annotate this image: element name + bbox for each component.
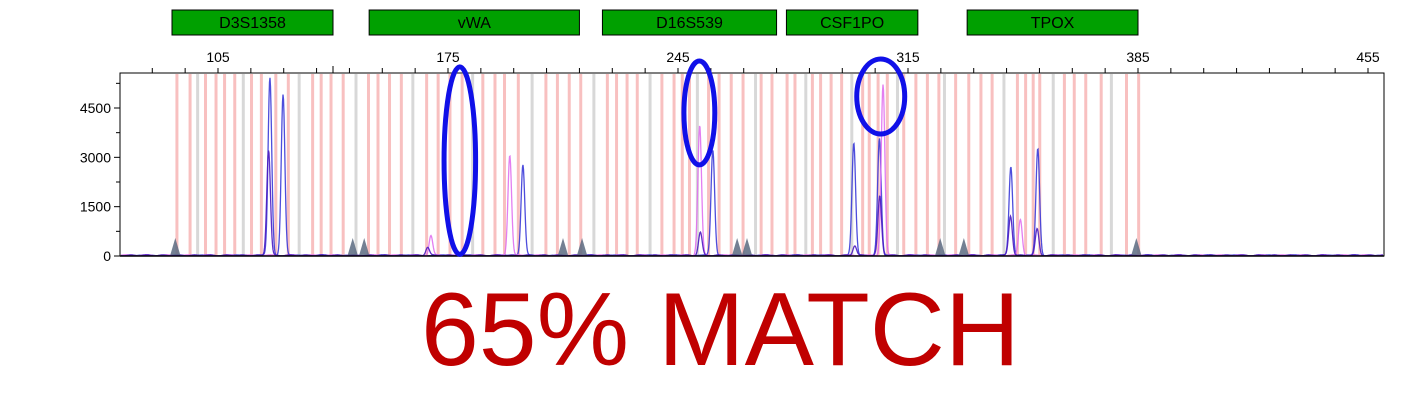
x-axis: 105 175 245 315 385 455 (151, 49, 1380, 73)
x-tick-label: 175 (436, 49, 460, 65)
ladder-triangle (577, 238, 588, 255)
series-line (121, 150, 1384, 257)
ladder-triangle (347, 238, 358, 255)
series-line (120, 84, 1383, 257)
ladder-triangle (1131, 238, 1142, 255)
allele-bins (175, 74, 1141, 256)
highlight-ellipse (854, 56, 908, 137)
y-axis: 0 1500 3000 4500 (80, 82, 120, 264)
marker-bar: D3S1358 vWA D16S539 CSF1PO TPOX (171, 9, 1139, 36)
ladder-triangle (958, 238, 969, 255)
marker-box (171, 9, 334, 36)
x-tick-label: 455 (1356, 49, 1380, 65)
marker-label: vWA (458, 15, 492, 32)
marker-label: TPOX (1031, 15, 1075, 32)
match-percentage-label: 65% MATCH (420, 272, 1021, 388)
highlight-ellipse (441, 64, 479, 257)
highlight-ellipse (681, 58, 718, 168)
ladder-triangle (732, 238, 743, 255)
y-tick-label: 0 (103, 248, 111, 264)
plot-border (119, 72, 1385, 257)
x-tick-label: 105 (206, 49, 230, 65)
electropherogram-chart: D3S1358 vWA D16S539 CSF1PO TPOX 105 175 245 315… (80, 9, 1385, 264)
plot-frame (119, 72, 1385, 257)
size-standard-markers (170, 238, 1142, 255)
marker-box (601, 9, 778, 36)
marker-box (368, 9, 580, 36)
x-tick-label: 315 (896, 49, 920, 65)
y-tick-label: 1500 (80, 199, 111, 215)
x-tick-label: 385 (1126, 49, 1150, 65)
marker-label: CSF1PO (820, 15, 884, 32)
ladder-triangle (170, 238, 181, 255)
ladder-triangle (359, 238, 370, 255)
data-series (120, 77, 1384, 257)
marker-box (785, 9, 919, 36)
ladder-triangle (935, 238, 946, 255)
marker-label: D3S1358 (219, 15, 286, 32)
ladder-triangle (558, 238, 568, 255)
ladder-triangle (742, 238, 752, 255)
marker-box (966, 9, 1139, 36)
y-tick-label: 4500 (80, 100, 111, 116)
marker-label: D16S539 (656, 15, 723, 32)
x-tick-label: 245 (666, 49, 690, 65)
highlight-ellipses (441, 56, 908, 257)
series-line (121, 77, 1383, 257)
y-tick-label: 3000 (80, 149, 111, 165)
